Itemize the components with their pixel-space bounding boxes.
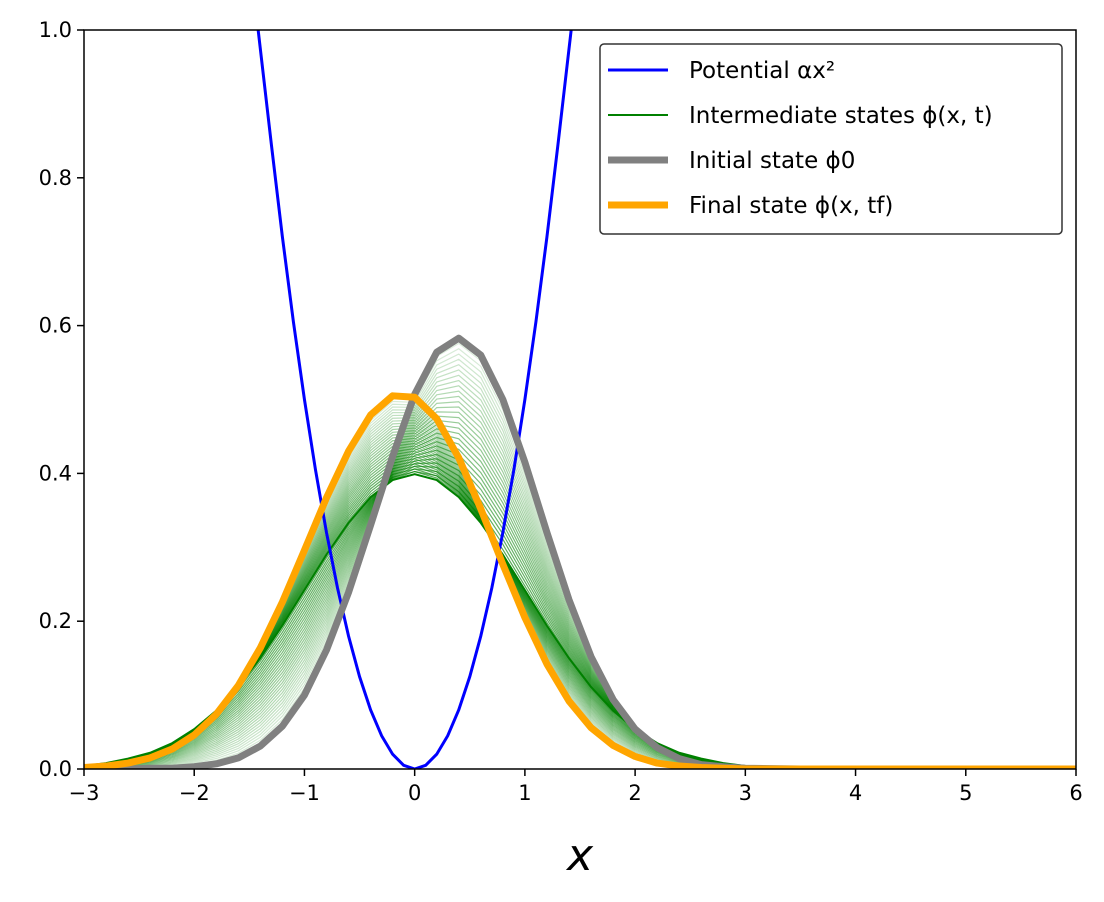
legend-label-initial: Initial state ϕ0 xyxy=(689,148,855,174)
legend: Potential αx² Intermediate states ϕ(x, t)… xyxy=(599,43,1063,235)
y-tick-label: 0.4 xyxy=(39,461,72,485)
x-tick-label: −3 xyxy=(69,781,100,805)
x-tick-label: −2 xyxy=(179,781,210,805)
legend-label-intermediate: Intermediate states ϕ(x, t) xyxy=(689,103,993,129)
x-tick-label: −1 xyxy=(289,781,320,805)
y-tick-label: 1.0 xyxy=(39,18,72,42)
x-tick-label: 0 xyxy=(408,781,421,805)
legend-label-final: Final state ϕ(x, tf) xyxy=(689,193,893,219)
x-axis-label: x xyxy=(565,830,594,881)
y-tick-label: 0.2 xyxy=(39,609,72,633)
x-tick-label: 1 xyxy=(518,781,531,805)
x-tick-label: 3 xyxy=(739,781,752,805)
series-layer xyxy=(84,30,1076,769)
legend-frame xyxy=(599,43,1063,235)
axes-layer: −3 −2 −1 0 1 2 3 4 5 6 0.0 0.2 0.4 0.6 0.8 1.0 xyxy=(39,18,1083,805)
final-state-line xyxy=(84,392,1076,769)
legend-label-potential: Potential αx² xyxy=(689,58,835,84)
x-tick-label: 4 xyxy=(849,781,862,805)
y-tick-label: 0.0 xyxy=(39,757,72,781)
x-tick-label: 5 xyxy=(959,781,972,805)
plot-frame xyxy=(83,29,1077,770)
x-tick-label: 6 xyxy=(1069,781,1082,805)
y-tick-label: 0.8 xyxy=(39,166,72,190)
x-tick-label: 2 xyxy=(628,781,641,805)
y-tick-label: 0.6 xyxy=(39,314,72,338)
